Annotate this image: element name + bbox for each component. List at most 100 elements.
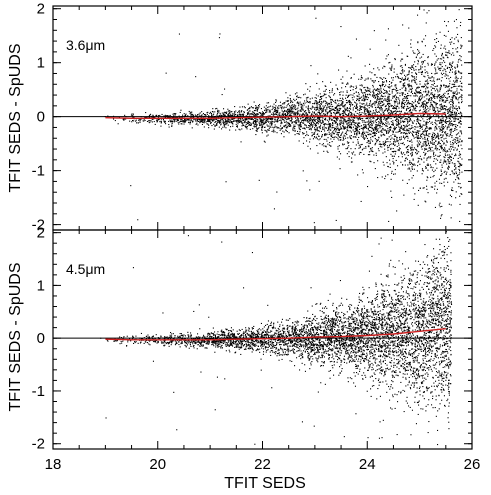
data-point — [368, 121, 370, 123]
data-point — [450, 204, 452, 206]
data-point — [350, 131, 352, 133]
data-point — [373, 94, 375, 96]
data-point — [439, 182, 441, 184]
data-point — [202, 113, 204, 115]
data-point — [445, 54, 447, 56]
data-point — [250, 124, 252, 126]
data-point — [448, 163, 450, 165]
data-point — [447, 90, 449, 92]
data-point — [444, 147, 446, 149]
data-point — [413, 163, 415, 165]
data-point — [461, 133, 463, 135]
data-point — [457, 137, 459, 139]
data-point — [454, 163, 456, 165]
data-point — [402, 136, 404, 138]
data-point — [387, 100, 389, 102]
data-point — [422, 102, 424, 104]
data-point — [351, 152, 353, 154]
data-point — [349, 105, 351, 107]
data-point — [448, 165, 450, 167]
data-point — [455, 126, 457, 128]
data-point — [394, 116, 396, 118]
data-point — [384, 98, 386, 100]
data-point — [363, 107, 365, 109]
data-point — [273, 126, 275, 128]
data-point — [297, 121, 299, 123]
data-point — [375, 129, 377, 131]
data-point — [256, 124, 258, 126]
data-point — [345, 131, 347, 133]
data-point — [254, 110, 256, 112]
data-point — [434, 63, 436, 65]
data-point — [411, 147, 413, 149]
data-point — [188, 121, 190, 123]
data-point — [287, 125, 289, 127]
data-point — [422, 143, 424, 145]
data-point — [436, 136, 438, 138]
data-point — [321, 144, 323, 146]
data-point — [299, 101, 301, 103]
data-point — [331, 104, 333, 106]
data-point — [445, 101, 447, 103]
data-point — [338, 69, 340, 71]
data-point — [398, 101, 400, 103]
data-point — [387, 93, 389, 95]
data-point — [360, 106, 362, 108]
data-point — [253, 115, 255, 117]
data-point — [342, 110, 344, 112]
data-point — [408, 80, 410, 82]
data-point — [408, 27, 410, 29]
data-point — [384, 109, 386, 111]
data-point — [447, 93, 449, 95]
data-point — [378, 143, 380, 145]
data-point — [440, 137, 442, 139]
data-point — [323, 150, 325, 152]
data-point — [361, 118, 363, 120]
data-point — [197, 118, 199, 120]
data-point — [367, 131, 369, 133]
data-point — [445, 100, 447, 102]
data-point — [443, 156, 445, 158]
data-point — [449, 111, 451, 113]
data-point — [431, 138, 433, 140]
data-point — [263, 106, 265, 108]
data-point — [237, 123, 239, 125]
data-point — [452, 125, 454, 127]
data-point — [391, 92, 393, 94]
data-point — [243, 119, 245, 121]
data-point — [386, 120, 388, 122]
data-point — [457, 99, 459, 101]
data-point — [461, 140, 463, 142]
data-point — [350, 123, 352, 125]
data-point — [370, 161, 372, 163]
data-point — [384, 92, 386, 94]
data-point — [396, 88, 398, 90]
data-point — [408, 140, 410, 142]
data-point — [350, 119, 352, 121]
data-point — [253, 126, 255, 128]
data-point — [320, 107, 322, 109]
data-point — [445, 122, 447, 124]
data-point — [367, 141, 369, 143]
data-point — [238, 120, 240, 122]
data-point — [349, 135, 351, 137]
data-point — [401, 153, 403, 155]
data-point — [275, 110, 277, 112]
data-point — [448, 102, 450, 104]
data-point — [404, 77, 406, 79]
data-point — [350, 161, 352, 163]
data-point — [391, 137, 393, 139]
data-point — [407, 95, 409, 97]
data-point — [273, 121, 275, 123]
data-point — [413, 131, 415, 133]
data-point — [240, 141, 242, 143]
data-point — [196, 115, 198, 117]
data-point — [255, 134, 257, 136]
data-point — [449, 130, 451, 132]
data-point — [365, 98, 367, 100]
data-point — [265, 130, 267, 132]
data-point — [328, 116, 330, 118]
data-point — [265, 107, 267, 109]
data-point — [402, 58, 404, 60]
